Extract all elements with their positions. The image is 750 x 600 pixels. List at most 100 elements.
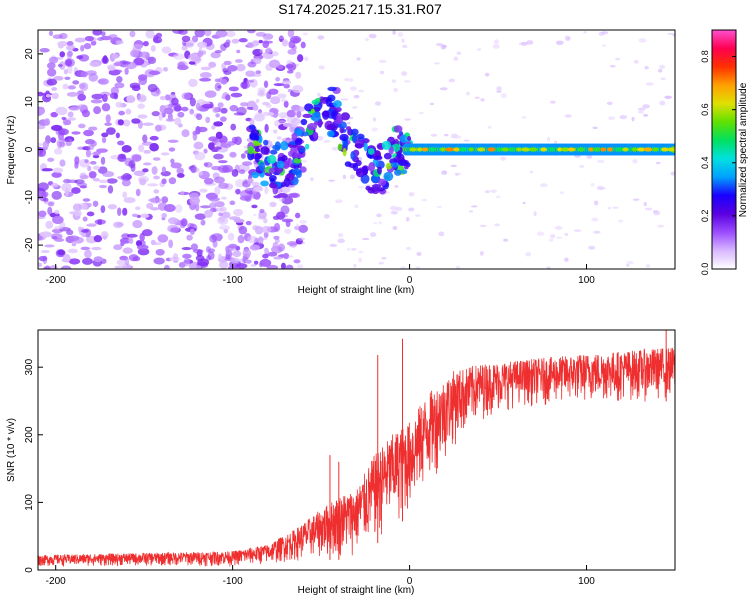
spectrogram-blob: [190, 243, 198, 251]
spectrogram-blob: [217, 160, 228, 164]
spectrogram-blob: [92, 200, 99, 207]
spectrogram-blob: [245, 79, 255, 83]
spectrogram-blob: [215, 30, 228, 38]
spectrogram-blob: [275, 122, 279, 127]
spectrogram-blob: [116, 259, 127, 266]
spectrogram-blob: [352, 162, 359, 172]
spectrogram-blob: [83, 129, 94, 137]
spectrogram-blob: [285, 64, 294, 69]
spectrogram-blob: [48, 56, 59, 64]
spectrogram-blob: [194, 213, 206, 220]
spectrogram-blob: [192, 249, 204, 254]
spectrogram-blob: [223, 70, 232, 75]
spectrogram-blob: [342, 148, 347, 157]
spectrogram-blob: [435, 43, 444, 47]
spectrogram-blob: [161, 178, 167, 185]
spectrogram-blob: [500, 93, 507, 99]
spectrogram-blob: [204, 161, 213, 168]
spectrogram-blob: [269, 201, 277, 208]
spectrogram-blob: [468, 210, 474, 213]
spectrogram-blob: [257, 87, 266, 94]
spectrogram-blob: [43, 197, 49, 202]
spectrogram-blob: [199, 77, 212, 82]
snr-y-tick-label: 0: [24, 567, 35, 573]
spectrogram-blob: [122, 61, 131, 65]
spectrogram-blob: [203, 148, 208, 154]
spectrogram-blob: [142, 134, 148, 143]
spectrogram-blob: [281, 218, 294, 223]
spectrogram-blob: [262, 253, 269, 259]
spectrogram-blob: [143, 149, 151, 154]
spectrogram-blob: [137, 74, 148, 81]
spectrogram-blob: [64, 187, 69, 197]
spectrogram-blob: [91, 93, 104, 100]
spectrogram-blob: [549, 234, 556, 239]
spectrogram-blob: [121, 145, 132, 153]
spectrogram-blob: [592, 147, 601, 152]
spectrogram-blob: [301, 159, 308, 164]
spectrogram-blob: [161, 46, 172, 54]
spectrogram-blob: [633, 60, 639, 64]
spectrogram-blob: [140, 51, 149, 59]
spectrogram-blob: [631, 147, 638, 152]
spectrogram-blob: [521, 116, 527, 119]
spectrogram-blob: [254, 147, 261, 153]
spectrogram-blob: [128, 237, 134, 245]
spectrogram-blob: [349, 174, 355, 180]
spectrogram-blob: [664, 95, 673, 99]
spectrogram-blob: [230, 123, 237, 131]
spectrogram-blob: [261, 225, 272, 234]
spectrogram-blob: [79, 174, 89, 180]
spectrogram-blob: [606, 101, 613, 106]
spectrogram-blob: [186, 234, 193, 241]
spectrogram-blob: [378, 178, 387, 187]
spectrogram-blob: [188, 78, 198, 88]
spectrogram-blob: [259, 208, 265, 214]
spectrogram-blob: [137, 248, 150, 256]
spectrogram-blob: [240, 153, 246, 159]
spectrogram-blob: [230, 257, 240, 264]
spectrogram-blob: [345, 126, 352, 131]
spectrogram-blob: [263, 36, 267, 42]
spectrogram-blob: [656, 224, 665, 228]
spectrogram-blob: [93, 256, 103, 263]
spectrogram-blob: [93, 151, 101, 155]
spectrogram-blob: [445, 147, 454, 152]
spectrogram-blob: [41, 191, 49, 198]
spectrogram-blob: [67, 85, 76, 90]
spectrogram-blob: [313, 106, 321, 112]
spectrogram-blob: [436, 205, 443, 208]
spectrogram-blob: [190, 164, 197, 174]
spectrogram-blob: [652, 147, 659, 152]
spectrogram-blob: [48, 30, 54, 37]
colorbar-label: Normalized spectral amplitude: [738, 82, 749, 217]
spectrogram-blob: [657, 69, 663, 73]
spectrogram-blob: [404, 118, 411, 121]
spectrogram-blob: [253, 213, 257, 216]
spectrogram-blob: [266, 264, 279, 269]
spectrogram-blob: [283, 252, 290, 260]
spectrogram-blob: [39, 48, 50, 53]
spectrogram-blob: [238, 38, 248, 43]
spectrogram-blob: [130, 49, 139, 58]
spectrogram-blob: [287, 157, 293, 168]
spectrogram-blob: [113, 62, 122, 67]
spectrogram-blob: [177, 111, 185, 118]
spectrogram-blob: [418, 111, 424, 115]
spectrogram-blob: [188, 53, 200, 62]
spectrogram-blob: [240, 102, 249, 107]
spectrogram-blob: [72, 203, 82, 212]
spectrogram-blob: [218, 182, 229, 189]
snr-x-tick-label: 0: [407, 576, 413, 587]
spectrogram-blob: [126, 94, 136, 104]
spectrogram-blob: [100, 205, 106, 213]
spectrogram-blob: [38, 210, 47, 217]
spectrogram-blob: [287, 48, 297, 55]
spectrogram-blob: [358, 89, 365, 93]
snr-y-tick-label: 100: [24, 494, 35, 511]
spectrogram-blob: [257, 215, 266, 220]
spectrogram-blob: [266, 49, 272, 53]
spectrogram-blob: [292, 37, 300, 44]
spectrogram-blob: [407, 136, 412, 141]
spectrogram-blob: [468, 147, 474, 152]
